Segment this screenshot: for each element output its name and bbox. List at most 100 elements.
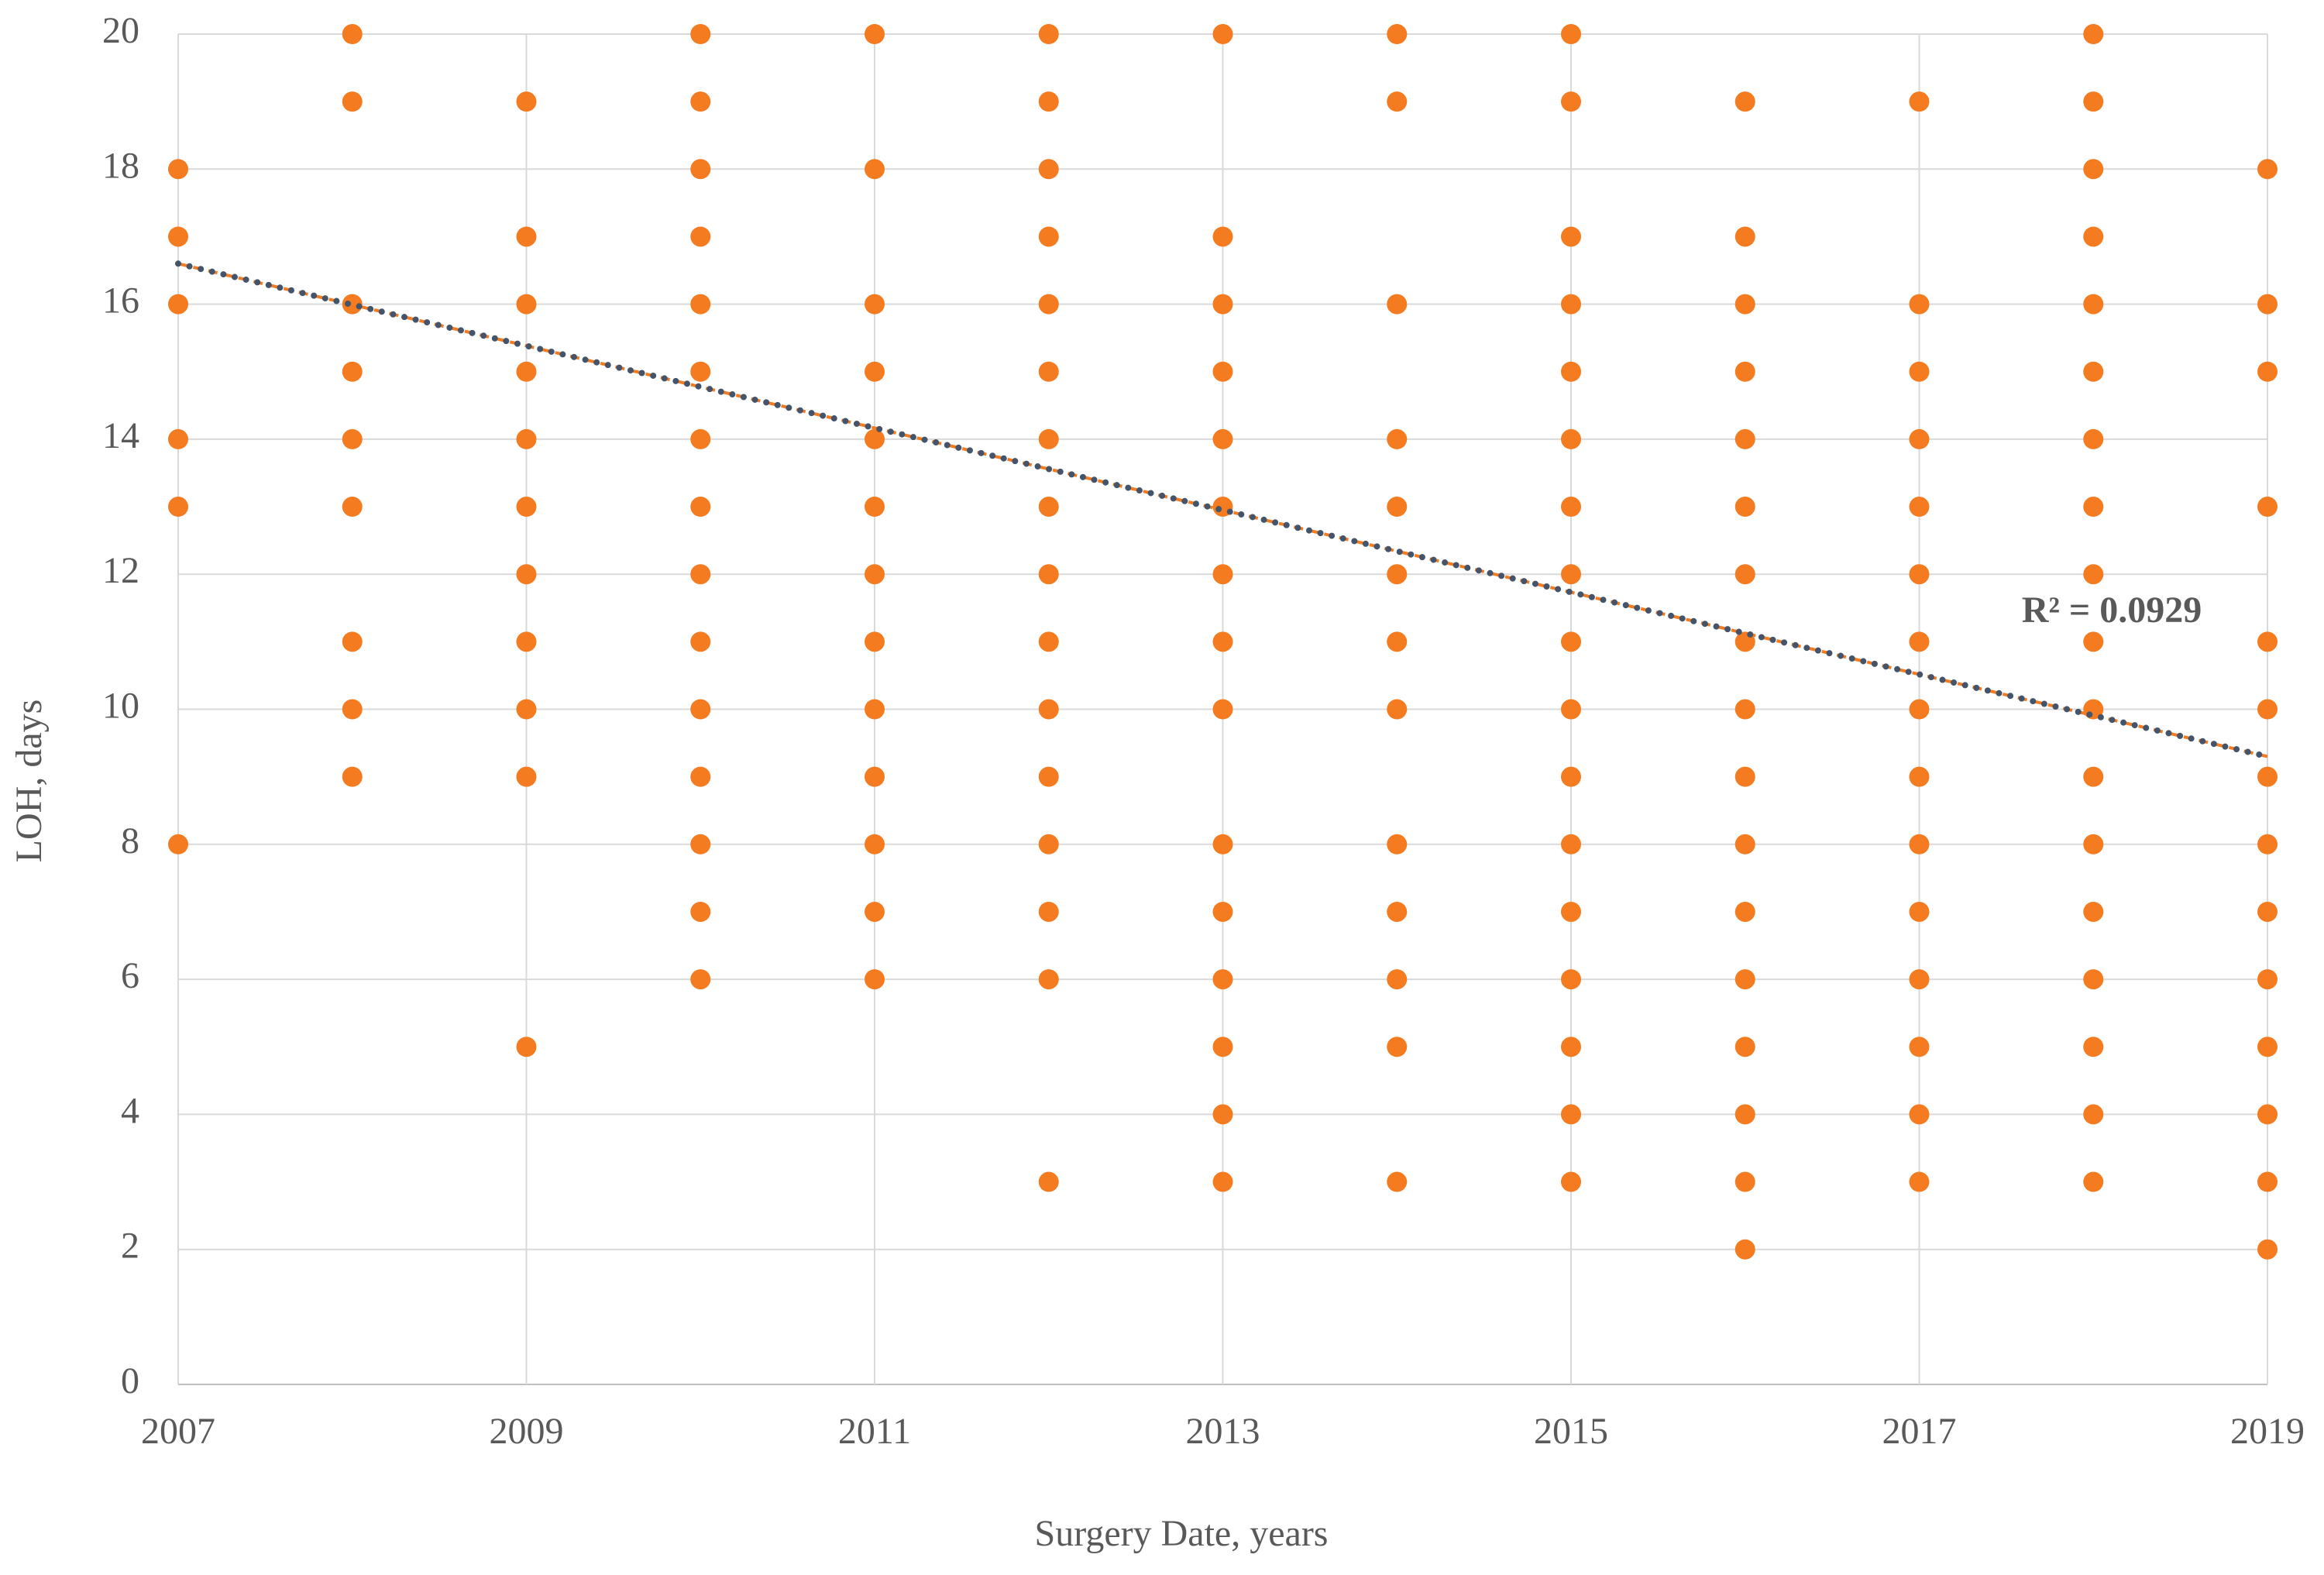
data-point: [1038, 564, 1059, 585]
data-point: [865, 969, 885, 990]
data-point: [516, 226, 537, 247]
data-point: [516, 294, 537, 315]
data-point: [690, 226, 711, 247]
data-point: [865, 631, 885, 652]
data-point: [690, 564, 711, 585]
data-point: [1561, 1171, 1581, 1192]
data-point: [1038, 91, 1059, 112]
data-point: [1038, 699, 1059, 720]
data-point: [516, 428, 537, 449]
data-point: [1561, 834, 1581, 855]
y-tick-label: 2: [121, 1226, 139, 1267]
data-point: [516, 564, 537, 585]
data-point: [1909, 699, 1930, 720]
data-point: [1561, 766, 1581, 787]
y-tick-label: 0: [121, 1360, 139, 1401]
data-point: [1561, 564, 1581, 585]
data-point: [690, 159, 711, 180]
y-axis-title: LOH, days: [9, 700, 50, 863]
data-point: [865, 294, 885, 315]
data-point: [1212, 24, 1233, 44]
data-point: [1387, 631, 1408, 652]
data-point: [1561, 428, 1581, 449]
data-point: [516, 1037, 537, 1057]
data-point: [2083, 834, 2104, 855]
data-point: [1909, 91, 1930, 112]
y-tick-label: 14: [102, 415, 139, 456]
y-tick-label: 8: [121, 820, 139, 861]
data-point: [1561, 901, 1581, 922]
data-point: [168, 834, 188, 855]
y-tick-label: 18: [102, 145, 139, 186]
y-tick-label: 6: [121, 955, 139, 996]
data-point: [1212, 428, 1233, 449]
data-point: [516, 699, 537, 720]
data-point: [2257, 497, 2278, 518]
data-point: [1387, 834, 1408, 855]
data-point: [342, 631, 363, 652]
data-point: [1909, 766, 1930, 787]
data-point: [2257, 361, 2278, 382]
data-point: [342, 24, 363, 44]
data-point: [1387, 294, 1408, 315]
data-point: [1734, 1239, 1755, 1260]
data-point: [1561, 1037, 1581, 1057]
data-point: [1909, 361, 1930, 382]
data-point: [1561, 969, 1581, 990]
data-point: [1038, 834, 1059, 855]
data-point: [1561, 91, 1581, 112]
data-point: [1561, 1104, 1581, 1125]
data-point: [2083, 159, 2104, 180]
data-point: [865, 361, 885, 382]
data-point: [2083, 901, 2104, 922]
data-point: [2257, 1171, 2278, 1192]
data-point: [690, 901, 711, 922]
data-point: [2083, 497, 2104, 518]
data-point: [1909, 834, 1930, 855]
data-point: [1561, 497, 1581, 518]
x-tick-label: 2019: [2230, 1411, 2305, 1452]
data-point: [2083, 1104, 2104, 1125]
data-point: [1212, 834, 1233, 855]
data-point: [1561, 699, 1581, 720]
data-point: [1734, 1104, 1755, 1125]
x-tick-label: 2015: [1534, 1411, 1608, 1452]
data-point: [1909, 901, 1930, 922]
data-point: [1909, 1171, 1930, 1192]
data-point: [2083, 361, 2104, 382]
data-point: [168, 428, 188, 449]
data-point: [1387, 901, 1408, 922]
data-point: [2083, 24, 2104, 44]
data-point: [690, 766, 711, 787]
data-point: [1734, 834, 1755, 855]
data-point: [1387, 91, 1408, 112]
data-point: [1038, 631, 1059, 652]
data-point: [1038, 901, 1059, 922]
data-point: [1038, 428, 1059, 449]
y-tick-label: 4: [121, 1090, 139, 1131]
data-point: [1038, 497, 1059, 518]
data-point: [865, 159, 885, 180]
data-point: [342, 497, 363, 518]
data-point: [2257, 294, 2278, 315]
x-axis-title: Surgery Date, years: [1035, 1513, 1329, 1554]
data-point: [1734, 1171, 1755, 1192]
data-point: [1038, 159, 1059, 180]
x-tick-label: 2011: [838, 1411, 911, 1452]
data-point: [865, 699, 885, 720]
data-point: [690, 969, 711, 990]
y-tick-label: 10: [102, 686, 139, 727]
data-point: [2083, 1171, 2104, 1192]
data-point: [342, 361, 363, 382]
data-point: [1038, 766, 1059, 787]
data-point: [168, 226, 188, 247]
data-point: [516, 361, 537, 382]
data-point: [516, 91, 537, 112]
data-point: [2257, 699, 2278, 720]
data-point: [2083, 428, 2104, 449]
data-point: [2083, 294, 2104, 315]
data-point: [1038, 1171, 1059, 1192]
data-point: [1038, 226, 1059, 247]
data-point: [342, 428, 363, 449]
